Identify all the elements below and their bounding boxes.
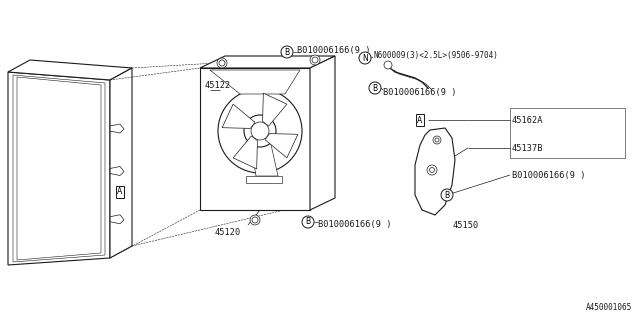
Text: 45120: 45120 [215,228,241,237]
Text: B: B [372,84,378,92]
Circle shape [244,115,276,147]
Polygon shape [265,133,298,158]
Text: N: N [362,53,368,62]
Circle shape [433,136,441,144]
Circle shape [219,60,225,66]
Circle shape [369,82,381,94]
Polygon shape [415,128,455,215]
Polygon shape [200,68,310,210]
Circle shape [435,138,439,142]
Text: 45162A: 45162A [512,116,543,124]
Polygon shape [8,60,132,80]
Circle shape [281,46,293,58]
Text: A450001065: A450001065 [586,303,632,312]
Text: B010006166(9 ): B010006166(9 ) [512,171,586,180]
Circle shape [359,52,371,64]
Circle shape [252,217,258,223]
Text: B: B [444,190,449,199]
Text: 45150: 45150 [453,220,479,229]
Polygon shape [222,104,255,128]
Text: 45122: 45122 [205,81,231,90]
Text: B010006166(9 ): B010006166(9 ) [297,45,371,54]
Circle shape [429,167,435,172]
Text: A: A [417,116,422,124]
Text: B010006166(9 ): B010006166(9 ) [383,87,456,97]
Polygon shape [8,72,110,265]
Text: B: B [305,218,310,227]
Circle shape [302,216,314,228]
Text: B: B [284,47,289,57]
Circle shape [217,58,227,68]
Polygon shape [110,68,132,258]
Polygon shape [250,140,278,176]
Circle shape [250,215,260,225]
Circle shape [312,57,318,63]
Polygon shape [210,70,300,94]
Circle shape [427,165,437,175]
Text: B010006166(9 ): B010006166(9 ) [318,220,392,229]
Circle shape [441,189,453,201]
Polygon shape [262,93,287,126]
Polygon shape [13,75,105,262]
Polygon shape [246,176,282,183]
Polygon shape [17,77,101,260]
Text: 45137B: 45137B [512,143,543,153]
Circle shape [384,61,392,69]
Circle shape [310,55,320,65]
Circle shape [251,122,269,140]
Bar [510,108,625,158]
Polygon shape [233,136,257,169]
Polygon shape [200,56,335,68]
Polygon shape [310,56,335,210]
Text: A: A [117,188,123,196]
Circle shape [218,89,302,173]
Text: N600009(3)<2.5L>(9506-9704): N600009(3)<2.5L>(9506-9704) [373,51,498,60]
